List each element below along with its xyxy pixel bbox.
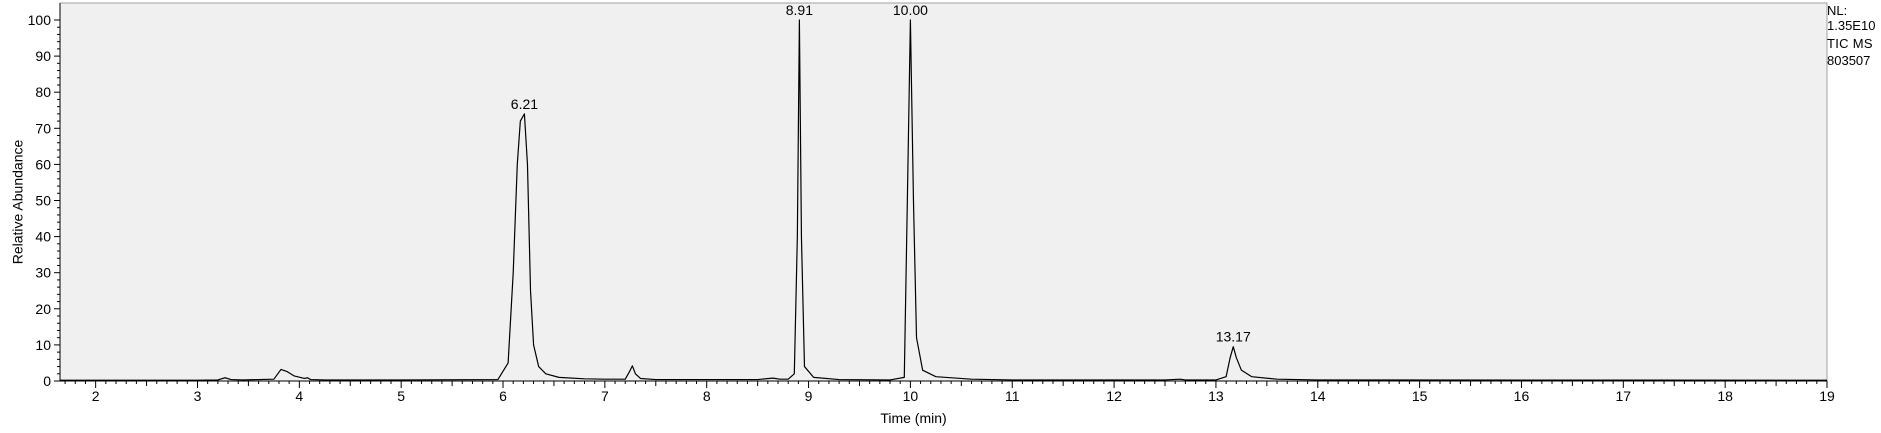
y-tick-label: 20 — [35, 301, 51, 317]
peak-label: 10.00 — [893, 2, 928, 18]
y-tick-label: 10 — [35, 337, 51, 353]
y-tick-label: 30 — [35, 265, 51, 281]
x-tick-label: 5 — [397, 388, 405, 404]
x-tick-label: 15 — [1412, 388, 1428, 404]
y-tick-label: 90 — [35, 48, 51, 64]
x-tick-label: 10 — [903, 388, 919, 404]
chromatogram-trace — [60, 19, 1828, 381]
x-axis-label: Time (min) — [880, 410, 946, 426]
x-tick-label: 3 — [194, 388, 202, 404]
y-tick-label: 70 — [35, 120, 51, 136]
x-tick-label: 12 — [1106, 388, 1122, 404]
peak-label: 13.17 — [1216, 329, 1251, 345]
y-axis-label: Relative Abundance — [10, 140, 26, 265]
x-tick-label: 19 — [1819, 388, 1835, 404]
x-tick-label: 7 — [601, 388, 609, 404]
x-tick-label: 18 — [1717, 388, 1733, 404]
x-tick-label: 13 — [1208, 388, 1224, 404]
x-tick-label: 4 — [295, 388, 303, 404]
peak-label: 8.91 — [786, 2, 813, 18]
peak-label: 6.21 — [511, 96, 538, 112]
y-tick-label: 0 — [43, 373, 51, 389]
plot-area — [59, 2, 1828, 382]
x-tick-label: 2 — [92, 388, 100, 404]
file-id: 803507 — [1827, 53, 1871, 68]
y-tick-label: 60 — [35, 156, 51, 172]
y-tick-label: 40 — [35, 229, 51, 245]
y-tick-label: 100 — [28, 12, 52, 28]
x-tick-label: 16 — [1514, 388, 1530, 404]
nl-value: 1.35E10 — [1827, 18, 1876, 33]
nl-label: NL: — [1827, 3, 1848, 18]
x-tick-label: 11 — [1005, 388, 1020, 404]
y-tick-label: 80 — [35, 84, 51, 100]
y-tick-label: 50 — [35, 193, 51, 209]
x-tick-label: 6 — [499, 388, 507, 404]
x-tick-label: 17 — [1616, 388, 1632, 404]
x-tick-label: 14 — [1310, 388, 1326, 404]
x-tick-label: 8 — [703, 388, 711, 404]
x-tick-label: 9 — [805, 388, 813, 404]
trace-label: TIC MS — [1827, 36, 1873, 51]
